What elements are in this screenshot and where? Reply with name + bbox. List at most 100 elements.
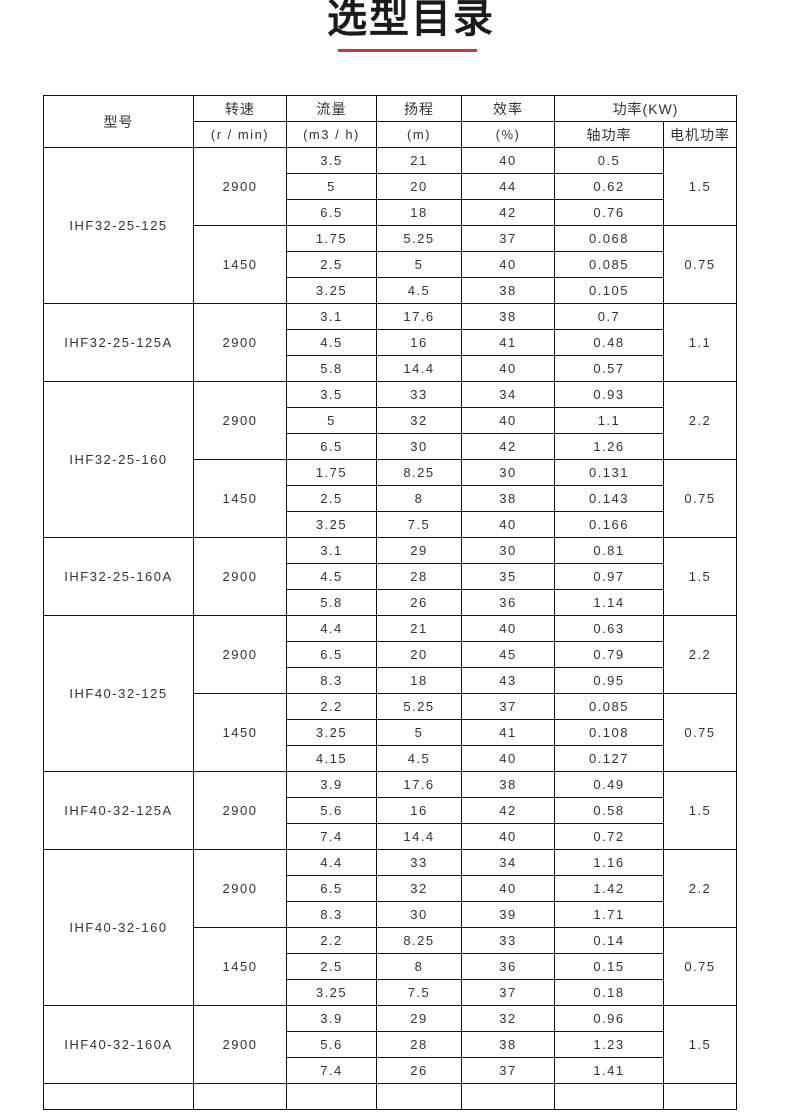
speed-cell: 2900 [193,615,287,694]
table-row: 1450 2.2 5.25 37 0.085 0.75 [44,693,738,772]
flow-cell: 2.5 [286,251,377,278]
head-cell: 14.4 [376,823,462,850]
speed-cell: 1450 [193,693,287,772]
flow-cell: 3.9 [286,1005,377,1032]
flow-cell: 5.8 [286,355,377,382]
motor-power-cell: 1.5 [662,537,738,616]
motor-power-cell: 0.75 [662,693,738,772]
empty-cell [554,1083,664,1110]
shaft-power-cell: 0.58 [554,797,664,824]
shaft-power-cell: 0.14 [554,927,664,954]
shaft-power-cell: 1.26 [554,433,664,460]
efficiency-cell: 40 [461,823,555,850]
speed-cell: 2900 [193,849,287,928]
shaft-power-cell: 0.76 [554,199,664,226]
shaft-power-cell: 0.15 [554,953,664,980]
head-cell: 4.5 [376,745,462,772]
shaft-power-cell: 0.49 [554,771,664,798]
speed-cell: 2900 [193,381,287,460]
flow-cell: 4.4 [286,849,377,876]
flow-cell: 5 [286,173,377,200]
efficiency-cell: 44 [461,173,555,200]
table-row: IHF32-25-160 2900 3.5 33 34 0.93 2.2 [43,381,738,538]
shaft-power-cell: 1.16 [554,849,664,876]
speed-cell: 2900 [193,537,287,616]
selection-table: 型号 转速 流量 扬程 效率 功率(KW) (r / min) (m) (%) … [43,95,738,1110]
table-row: 4.15 4.5 40 0.127 [44,745,737,772]
head-cell: 26 [376,1057,462,1084]
head-cell: 16 [376,329,462,356]
table-row: IHF40-32-160A 2900 3.9 29 32 0.96 1.5 [43,1005,738,1084]
table-row: 4.5 28 35 0.97 [44,563,737,590]
head-cell: 5 [376,251,462,278]
flow-cell: 5.8 [286,589,377,616]
table-row: 6.5 18 42 0.76 [44,199,737,226]
table-row: IHF40-32-160 2900 4.4 33 34 1.16 2.2 [43,849,738,1006]
empty-cell [286,1083,377,1110]
shaft-power-cell: 0.085 [554,693,664,720]
efficiency-cell: 35 [461,563,555,590]
shaft-power-cell: 1.71 [554,901,664,928]
efficiency-cell: 38 [461,303,555,330]
header-speed: 转速 [193,95,287,122]
motor-power-cell: 1.1 [662,303,738,382]
flow-cell: 3.25 [286,511,377,538]
flow-cell: 5.6 [286,1031,377,1058]
shaft-power-cell: 0.166 [554,511,664,538]
motor-power-cell: 2.2 [662,615,738,694]
table-row: 5.6 16 42 0.58 [44,797,737,824]
flow-cell: 4.5 [286,329,377,356]
table-row: 3.25 7.5 40 0.166 [44,511,737,538]
efficiency-cell: 39 [461,901,555,928]
flow-cell: 8.3 [286,667,377,694]
head-cell: 5.25 [376,225,462,252]
header-flow-unit: (m3 / h) [286,121,377,148]
empty-cell [376,1083,462,1110]
shaft-power-cell: 0.81 [554,537,664,564]
head-cell: 32 [376,407,462,434]
table-row: 8.3 30 39 1.71 [44,901,737,928]
motor-power-cell: 2.2 [662,381,738,460]
model-cell: IHF32-25-125 [43,147,194,304]
table-row: IHF32-25-125 2900 3.5 21 40 0.5 1.5 [43,147,738,304]
efficiency-cell: 36 [461,589,555,616]
flow-cell: 3.1 [286,537,377,564]
shaft-power-cell: 0.93 [554,381,664,408]
flow-cell: 7.4 [286,1057,377,1084]
speed-cell: 2900 [193,303,287,382]
head-cell: 33 [376,849,462,876]
flow-cell: 6.5 [286,433,377,460]
head-cell: 20 [376,173,462,200]
speed-cell: 2900 [193,771,287,850]
empty-cell [461,1083,555,1110]
head-cell: 7.5 [376,979,462,1006]
speed-cell: 1450 [193,459,287,538]
efficiency-cell: 34 [461,849,555,876]
efficiency-cell: 30 [461,537,555,564]
head-cell: 8.25 [376,459,462,486]
table-row: 7.4 26 37 1.41 [44,1057,737,1084]
head-cell: 26 [376,589,462,616]
efficiency-cell: 38 [461,1031,555,1058]
table-row: IHF32-25-160A 2900 3.1 29 30 0.81 1.5 [43,537,738,616]
flow-cell: 1.75 [286,225,377,252]
title-underline [338,49,477,52]
efficiency-cell: 37 [461,225,555,252]
efficiency-cell: 40 [461,407,555,434]
table-row: 1450 2.2 8.25 33 0.14 0.75 [44,927,738,1006]
shaft-power-cell: 0.085 [554,251,664,278]
model-cell: IHF32-25-160A [43,537,194,616]
shaft-power-cell: 0.5 [554,147,664,174]
efficiency-cell: 37 [461,693,555,720]
efficiency-cell: 30 [461,459,555,486]
motor-power-cell: 2.2 [662,849,738,928]
shaft-power-cell: 0.62 [554,173,664,200]
head-cell: 17.6 [376,771,462,798]
efficiency-cell: 37 [461,1057,555,1084]
speed-cell: 2900 [193,147,287,226]
head-cell: 29 [376,537,462,564]
efficiency-cell: 40 [461,511,555,538]
flow-cell: 3.25 [286,719,377,746]
flow-cell: 3.1 [286,303,377,330]
efficiency-cell: 40 [461,251,555,278]
